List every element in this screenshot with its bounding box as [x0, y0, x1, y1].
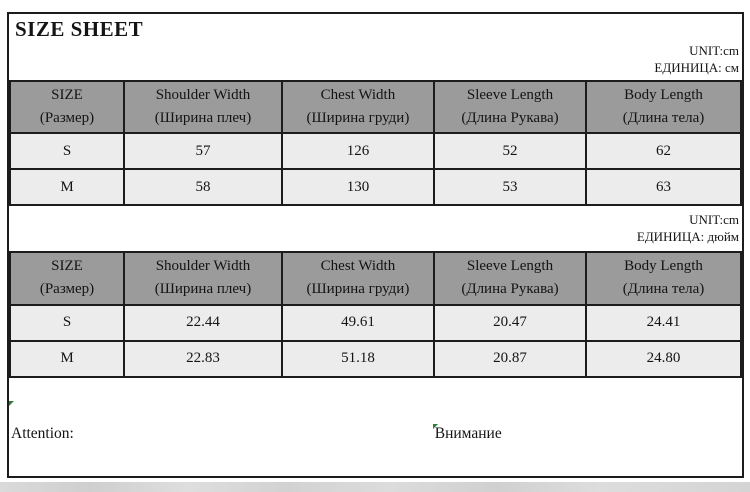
col-header-ru: (Ширина плеч): [154, 281, 252, 298]
col-header-ru: (Длина Рукава): [461, 281, 559, 298]
col-header-chest: Chest Width (Ширина груди): [280, 251, 435, 306]
value-cell: 22.83: [123, 339, 283, 378]
value-cell: 20.47: [432, 303, 588, 342]
value-cell: 126: [280, 132, 435, 171]
value-cell: 130: [280, 168, 435, 207]
unit-line-en: UNIT:cm: [689, 43, 739, 59]
col-header-shoulder: Shoulder Width (Ширина плеч): [123, 251, 283, 306]
col-header-en: SIZE: [51, 258, 83, 275]
attention-russian: Внимание из-за различных методов погрешн…: [427, 379, 742, 492]
size-cell: S: [8, 132, 126, 171]
col-header-chest: Chest Width (Ширина груди): [280, 79, 435, 135]
table-row-s: S 22.44 49.61 20.47 24.41: [8, 303, 742, 342]
value-cell: 53: [432, 168, 588, 207]
size-table-inch: SIZE (Размер) Shoulder Width (Ширина пле…: [8, 251, 742, 378]
col-header-sleeve: Sleeve Length (Длина Рукава): [432, 79, 588, 135]
col-header-en: Shoulder Width: [155, 258, 251, 275]
col-header-size: SIZE (Размер): [8, 79, 126, 135]
value-cell: 22.44: [123, 303, 283, 342]
table-row-m: M 22.83 51.18 20.87 24.80: [8, 339, 742, 378]
unit-label-cm: UNIT:cm ЕДИНИЦА: см: [9, 43, 742, 77]
col-header-ru: (Размер): [39, 281, 95, 298]
table-header-row: SIZE (Размер) Shoulder Width (Ширина пле…: [8, 79, 742, 135]
col-header-ru: (Длина тела): [622, 110, 705, 127]
col-header-ru: (Длина Рукава): [461, 110, 559, 127]
photo-edge-strip: [0, 482, 750, 492]
col-header-en: Sleeve Length: [466, 258, 554, 275]
col-header-body: Body Length (Длина тела): [585, 251, 742, 306]
attention-note: Attention: Due to differeent methods,the…: [9, 378, 742, 492]
col-header-en: Sleeve Length: [466, 86, 554, 103]
unit-line-ru: ЕДИНИЦА: дюйм: [636, 229, 739, 245]
attention-line: Внимание: [434, 424, 502, 442]
col-header-size: SIZE (Размер): [8, 251, 126, 306]
value-cell: 24.80: [585, 339, 742, 378]
col-header-sleeve: Sleeve Length (Длина Рукава): [432, 251, 588, 306]
cell-error-marker-icon: [433, 423, 438, 429]
col-header-shoulder: Shoulder Width (Ширина плеч): [123, 79, 283, 135]
value-cell: 49.61: [280, 303, 435, 342]
sheet-frame: SIZE SHEET UNIT:cm ЕДИНИЦА: см SIZE (Раз…: [7, 12, 744, 492]
attention-line: Attention:: [11, 424, 74, 442]
table-row-s: S 57 126 52 62: [8, 132, 742, 171]
table-row-m: M 58 130 53 63: [8, 168, 742, 207]
col-header-ru: (Ширина груди): [306, 110, 410, 127]
unit-line-en: UNIT:cm: [689, 212, 739, 228]
unit-line-ru: ЕДИНИЦА: см: [654, 60, 739, 76]
cell-error-marker-icon: [9, 400, 14, 406]
value-cell: 24.41: [585, 303, 742, 342]
value-cell: 63: [585, 168, 742, 207]
col-header-en: Shoulder Width: [155, 86, 251, 103]
size-cell: M: [8, 339, 126, 378]
col-header-en: Body Length: [624, 86, 703, 103]
col-header-ru: (Ширина груди): [306, 281, 410, 298]
attention-english: Attention: Due to differeent methods,the…: [9, 379, 427, 492]
unit-label-inch: UNIT:cm ЕДИНИЦА: дюйм: [9, 212, 742, 246]
value-cell: 62: [585, 132, 742, 171]
size-cell: S: [8, 303, 126, 342]
value-cell: 52: [432, 132, 588, 171]
value-cell: 51.18: [280, 339, 435, 378]
size-table-cm: SIZE (Размер) Shoulder Width (Ширина пле…: [8, 79, 742, 207]
page-title: SIZE SHEET: [15, 17, 144, 41]
col-header-ru: (Длина тела): [622, 281, 705, 298]
value-cell: 57: [123, 132, 283, 171]
col-header-ru: (Размер): [39, 110, 95, 127]
table-header-row: SIZE (Размер) Shoulder Width (Ширина пле…: [8, 251, 742, 306]
value-cell: 20.87: [432, 339, 588, 378]
col-header-body: Body Length (Длина тела): [585, 79, 742, 135]
col-header-en: Body Length: [624, 258, 703, 275]
size-cell: M: [8, 168, 126, 207]
col-header-en: Chest Width: [320, 258, 396, 275]
value-cell: 58: [123, 168, 283, 207]
col-header-en: SIZE: [51, 86, 83, 103]
col-header-ru: (Ширина плеч): [154, 110, 252, 127]
col-header-en: Chest Width: [320, 86, 396, 103]
